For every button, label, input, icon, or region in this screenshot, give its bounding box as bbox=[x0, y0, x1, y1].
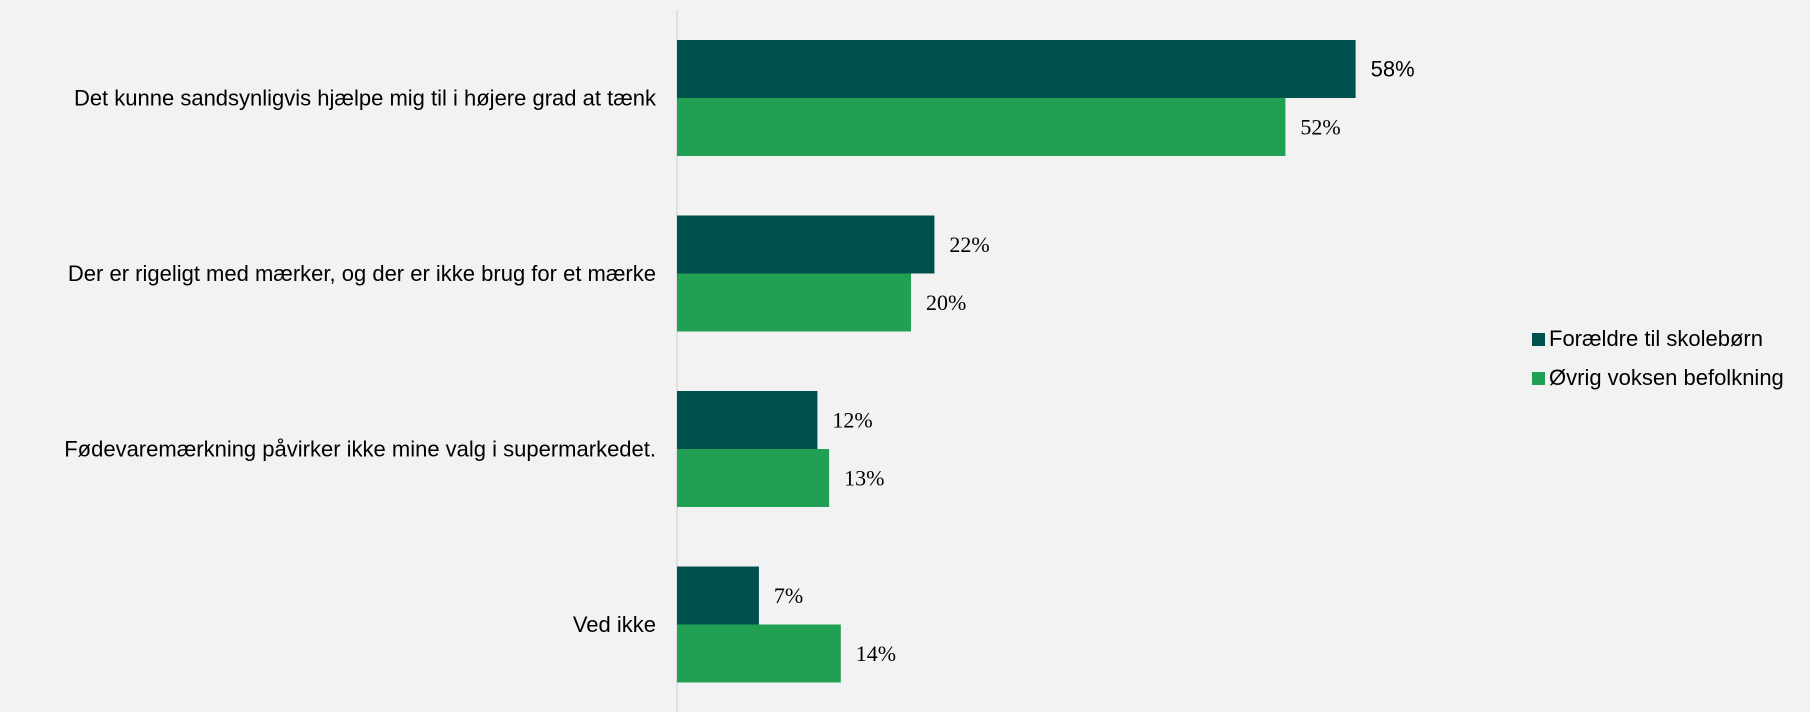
legend-label-oevrig: Øvrig voksen befolkning bbox=[1549, 365, 1784, 390]
value-labels-group: 58% 52% 22% 20% 12% 13% 7% 14% bbox=[774, 57, 1415, 667]
category-label-0: Det kunne sandsynligvis hjælpe mig til i… bbox=[74, 86, 657, 111]
bar-series0-cat2 bbox=[677, 391, 818, 449]
bar-series0-cat1 bbox=[677, 215, 935, 274]
value-label-series1-cat0: 52% bbox=[1300, 115, 1340, 140]
bars-group bbox=[677, 40, 1356, 683]
bar-series1-cat0 bbox=[677, 98, 1286, 156]
bar-series0-cat3 bbox=[677, 566, 759, 625]
legend: Forældre til skolebørn Øvrig voksen befo… bbox=[1532, 326, 1784, 404]
value-label-series0-cat1: 22% bbox=[949, 232, 989, 257]
bar-series1-cat1 bbox=[677, 273, 911, 332]
value-label-series1-cat3: 14% bbox=[856, 641, 896, 666]
category-labels-group: Det kunne sandsynligvis hjælpe mig til i… bbox=[64, 86, 657, 638]
category-label-2: Fødevaremærkning påvirker ikke mine valg… bbox=[64, 437, 656, 462]
legend-label-foraeldre: Forældre til skolebørn bbox=[1549, 326, 1763, 351]
value-label-series0-cat2: 12% bbox=[832, 408, 872, 433]
legend-swatch-foraeldre bbox=[1532, 332, 1545, 346]
legend-item-oevrig: Øvrig voksen befolkning bbox=[1532, 365, 1784, 391]
category-label-3: Ved ikke bbox=[573, 612, 656, 637]
bar-series0-cat0 bbox=[677, 40, 1356, 98]
value-label-series0-cat0: 58% bbox=[1371, 57, 1415, 82]
value-label-series1-cat1: 20% bbox=[926, 290, 966, 315]
bar-series1-cat3 bbox=[677, 624, 841, 683]
legend-swatch-oevrig bbox=[1532, 371, 1545, 385]
value-label-series1-cat2: 13% bbox=[844, 466, 884, 491]
legend-item-foraeldre: Forældre til skolebørn bbox=[1532, 326, 1784, 352]
category-label-1: Der er rigeligt med mærker, og der er ik… bbox=[68, 261, 656, 286]
bar-series1-cat2 bbox=[677, 449, 830, 507]
value-label-series0-cat3: 7% bbox=[774, 583, 803, 608]
